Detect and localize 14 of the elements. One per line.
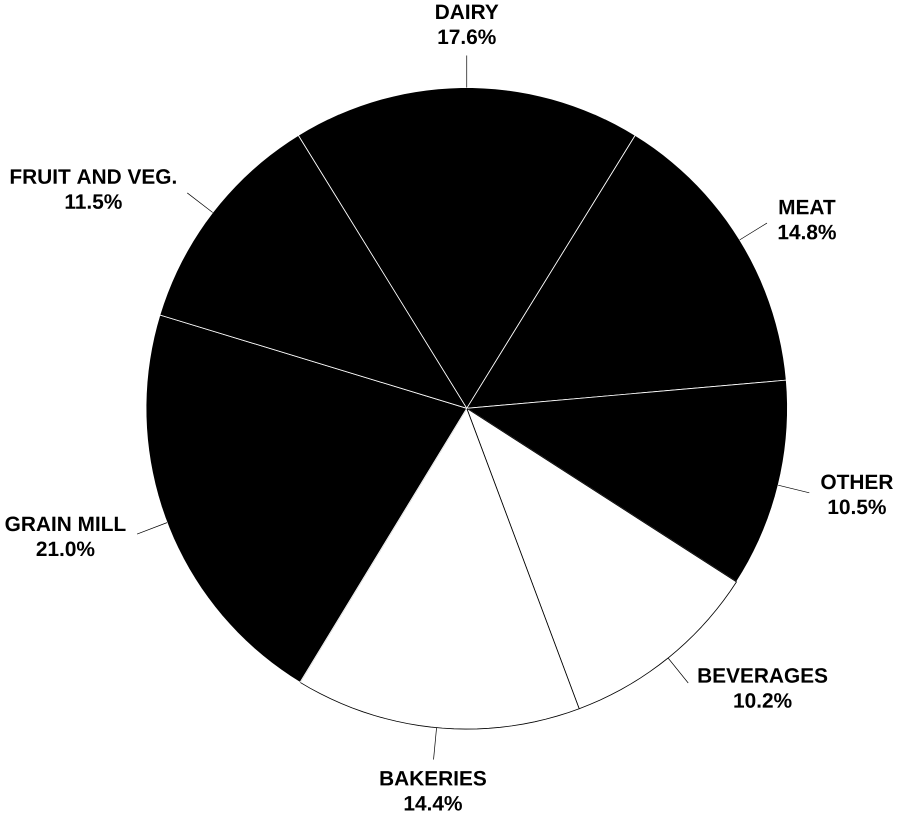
slice-label: MEAT	[780, 200, 836, 214]
data-label: 14.4%	[404, 796, 462, 810]
data-label: 17.6%	[438, 29, 496, 44]
data-label: 14.8%	[778, 224, 836, 240]
slice-label: BAKERIES	[380, 770, 486, 786]
slice-label: DAIRY	[436, 4, 498, 19]
data-label: 21.0%	[36, 541, 94, 556]
data-label: 10.2%	[734, 692, 792, 708]
slice-label: GRAIN MILL	[5, 516, 126, 532]
data-label: 11.5%	[66, 194, 122, 209]
slice-label: BEVERAGES	[698, 668, 828, 683]
data-label: 10.5%	[828, 499, 886, 514]
slice-label: OTHER	[821, 474, 893, 490]
slice-label: FRUIT AND VEG.	[10, 169, 176, 184]
